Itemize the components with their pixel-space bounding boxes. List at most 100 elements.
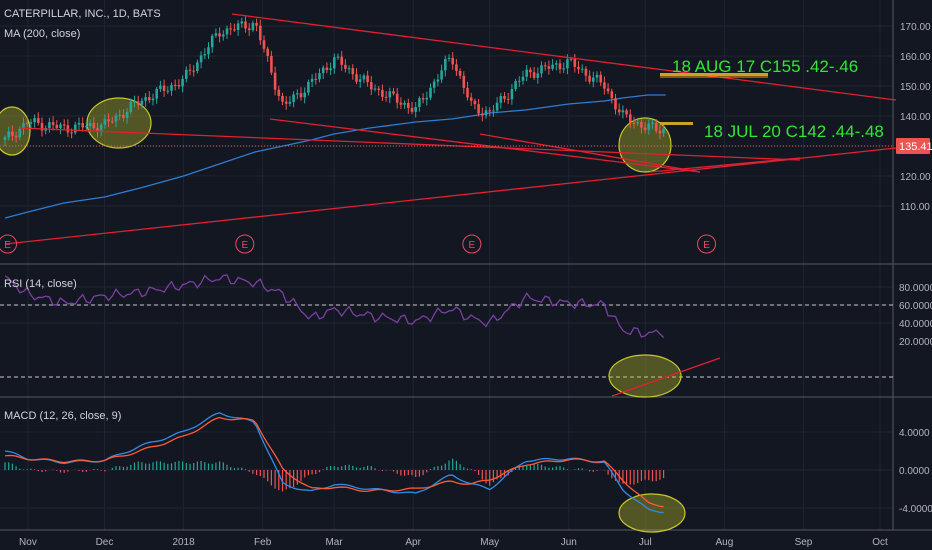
- candle: [392, 87, 395, 96]
- candle: [606, 83, 610, 95]
- rsi-tick-label: 40.0000: [899, 319, 932, 330]
- candle: [610, 88, 614, 104]
- rsi-tick-label: 80.0000: [899, 283, 932, 294]
- macd-histogram: [4, 458, 665, 492]
- candle: [7, 126, 10, 141]
- candle: [547, 60, 551, 75]
- candle: [273, 66, 277, 96]
- candle: [536, 67, 540, 84]
- candle: [451, 52, 454, 70]
- candle: [37, 112, 40, 126]
- candle: [558, 59, 562, 74]
- candle: [532, 66, 536, 80]
- candle: [518, 76, 521, 88]
- candle: [281, 92, 284, 106]
- candle: [436, 74, 440, 87]
- candle: [29, 118, 33, 129]
- earnings-marker-label: E: [703, 240, 710, 251]
- candle: [340, 51, 343, 71]
- candle: [658, 124, 662, 140]
- time-tick-label: 2018: [172, 537, 195, 548]
- candle: [603, 76, 606, 95]
- candle: [177, 79, 181, 90]
- highlight-circle-jul-rsi: [608, 354, 682, 398]
- candle: [148, 91, 151, 104]
- last-price-label: 135.41: [899, 141, 932, 153]
- candle: [129, 98, 133, 115]
- earnings-marker[interactable]: E: [0, 234, 18, 254]
- rsi-title: RSI (14, close): [4, 278, 77, 290]
- candle: [299, 87, 303, 101]
- time-tick-label: Nov: [19, 537, 37, 548]
- earnings-marker[interactable]: E: [697, 234, 717, 254]
- candle: [506, 92, 510, 104]
- candle: [288, 96, 292, 107]
- candle: [259, 19, 262, 45]
- candle: [303, 87, 306, 104]
- candle: [329, 62, 332, 76]
- candle: [159, 80, 162, 93]
- time-tick-label: Apr: [405, 537, 421, 548]
- candle: [592, 71, 595, 88]
- candle: [173, 79, 177, 91]
- candle: [617, 103, 621, 116]
- highlight-circle-oct: [0, 106, 31, 156]
- candle: [418, 96, 421, 112]
- time-tick-label: Mar: [325, 537, 343, 548]
- candle: [210, 33, 214, 53]
- rsi-trendline: [611, 357, 721, 397]
- candle: [444, 55, 447, 77]
- candle: [77, 117, 81, 131]
- candle: [51, 116, 55, 131]
- legend-labels: CATERPILLAR, INC., 1D, BATS MA (200, clo…: [4, 8, 161, 422]
- candle: [377, 86, 380, 96]
- candle: [347, 65, 351, 74]
- rsi-tick-label: 20.0000: [899, 337, 932, 348]
- candle: [151, 93, 155, 106]
- candle: [477, 98, 480, 117]
- candle: [99, 122, 103, 137]
- trendline-upper-resistance: [231, 13, 897, 101]
- candle: [481, 107, 484, 122]
- candle: [625, 108, 628, 118]
- candle: [651, 119, 654, 130]
- candle: [492, 104, 495, 117]
- earnings-marker[interactable]: E: [462, 234, 482, 254]
- trendlines: [4, 13, 897, 397]
- candle: [62, 119, 66, 130]
- candle: [425, 91, 429, 106]
- candle: [473, 98, 477, 110]
- candle: [344, 59, 347, 73]
- candle: [66, 119, 70, 137]
- earnings-marker-label: E: [4, 240, 11, 251]
- candle: [407, 98, 410, 114]
- trendline-long-support: [4, 147, 897, 245]
- earnings-marker-label: E: [469, 240, 476, 251]
- macd-axis-ticks: 4.0000 0.0000 -4.0000: [899, 428, 932, 515]
- candle: [614, 93, 617, 115]
- candle: [403, 100, 406, 109]
- candle: [3, 135, 7, 146]
- candle: [166, 86, 170, 95]
- candle: [325, 62, 329, 74]
- candle: [366, 70, 369, 87]
- candle: [429, 83, 432, 101]
- candle: [488, 107, 491, 117]
- candle: [203, 48, 207, 60]
- candle: [33, 114, 36, 128]
- price-candles: [3, 15, 665, 146]
- candle: [499, 92, 503, 109]
- macd-lines: [4, 412, 664, 514]
- candle: [529, 67, 532, 78]
- candle: [621, 105, 625, 119]
- candle: [662, 123, 665, 138]
- candle: [466, 81, 469, 101]
- candle: [543, 62, 547, 71]
- candle: [495, 97, 499, 114]
- earnings-marker[interactable]: E: [235, 234, 255, 254]
- candle: [181, 75, 184, 93]
- macd-tick-label: -4.0000: [899, 504, 932, 515]
- candle: [643, 122, 647, 134]
- candle: [577, 60, 580, 74]
